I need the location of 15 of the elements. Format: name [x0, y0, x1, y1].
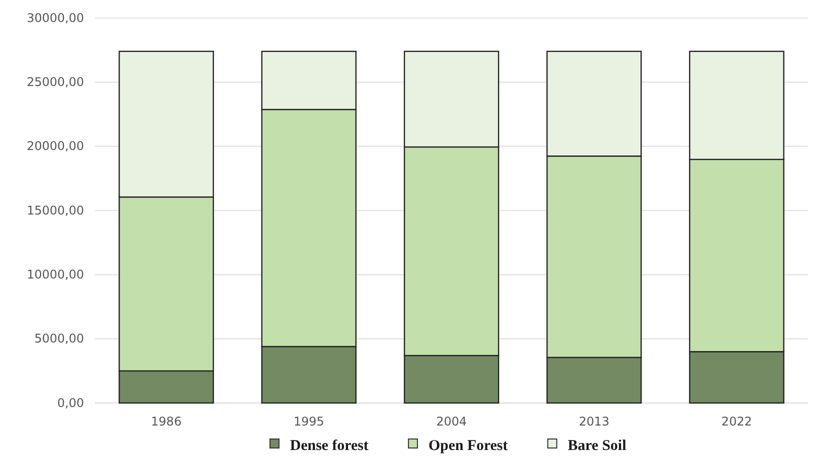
x-tick-label: 2013 — [578, 414, 610, 429]
x-tick-label: 1995 — [294, 414, 324, 429]
y-tick-label: 30000,00 — [26, 10, 84, 25]
legend-label: Dense forest — [290, 438, 368, 454]
y-tick-label: 25000,00 — [26, 75, 84, 90]
x-tick-label: 2004 — [436, 414, 467, 429]
y-tick-label: 5000,00 — [34, 332, 84, 346]
x-tick-label: 1986 — [151, 414, 182, 429]
legend-label: Open Forest — [428, 438, 508, 454]
y-tick-label: 15000,00 — [26, 203, 84, 218]
x-tick-label: 2022 — [721, 414, 752, 429]
y-tick-label: 10000,00 — [26, 268, 84, 282]
legend-label: Bare Soil — [568, 438, 626, 454]
y-tick-label: 20000,00 — [26, 139, 84, 154]
y-tick-label: 0,00 — [57, 396, 84, 410]
